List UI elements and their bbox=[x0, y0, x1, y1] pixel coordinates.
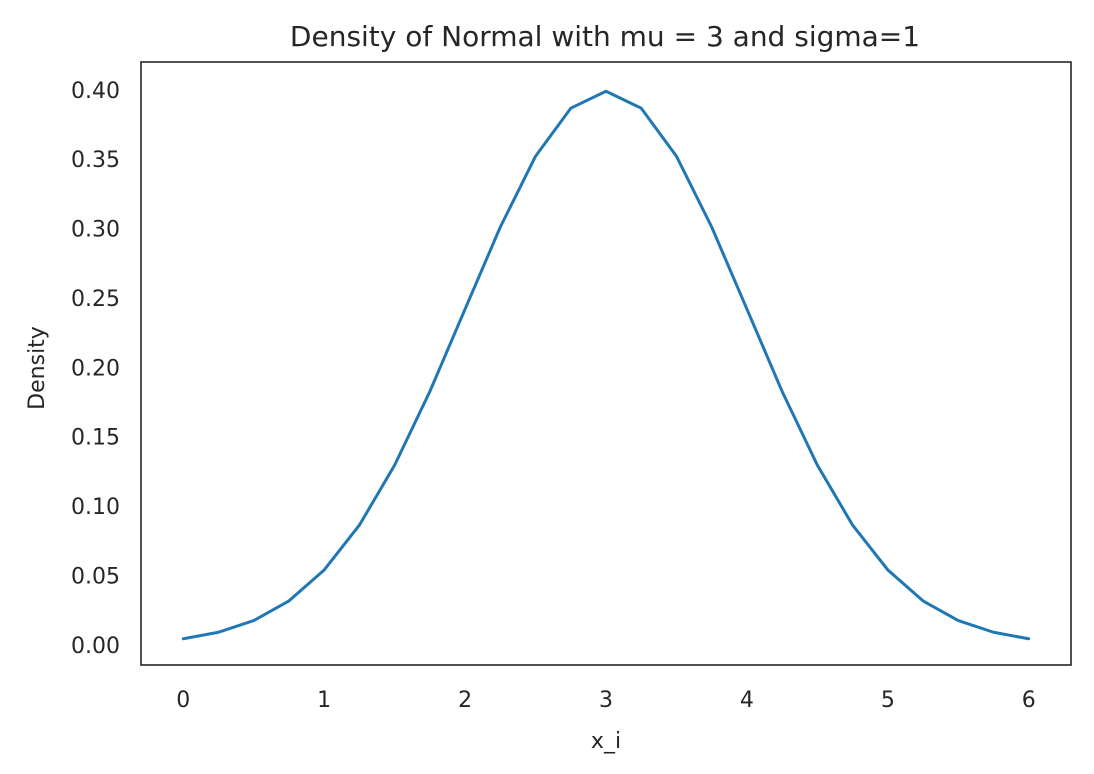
plot-area-frame bbox=[140, 61, 1072, 666]
y-axis-label: Density bbox=[25, 326, 50, 410]
y-tick-label: 0.05 bbox=[71, 564, 120, 589]
x-axis-label: x_i bbox=[591, 729, 621, 754]
x-tick-label: 6 bbox=[1022, 688, 1036, 713]
density-curve-line bbox=[181, 89, 1031, 641]
x-tick-label: 5 bbox=[881, 688, 895, 713]
y-axis-ticks: 0.00 0.05 0.10 0.15 0.20 0.25 0.30 0.35 0.40 bbox=[71, 79, 120, 659]
x-tick-label: 2 bbox=[458, 688, 472, 713]
y-tick-label: 0.20 bbox=[71, 356, 120, 381]
y-tick-label: 0.10 bbox=[71, 495, 120, 520]
y-tick-label: 0.35 bbox=[71, 148, 120, 173]
y-tick-label: 0.25 bbox=[71, 287, 120, 312]
x-axis-ticks: 0 1 2 3 4 5 6 bbox=[176, 688, 1035, 713]
y-tick-label: 0.15 bbox=[71, 426, 120, 451]
x-tick-label: 1 bbox=[317, 688, 331, 713]
x-tick-label: 3 bbox=[599, 688, 613, 713]
chart-title: Density of Normal with mu = 3 and sigma=… bbox=[290, 20, 920, 53]
x-tick-label: 0 bbox=[176, 688, 190, 713]
y-tick-label: 0.30 bbox=[71, 218, 120, 243]
y-tick-label: 0.40 bbox=[71, 79, 120, 104]
x-tick-label: 4 bbox=[740, 688, 754, 713]
y-tick-label: 0.00 bbox=[71, 634, 120, 659]
